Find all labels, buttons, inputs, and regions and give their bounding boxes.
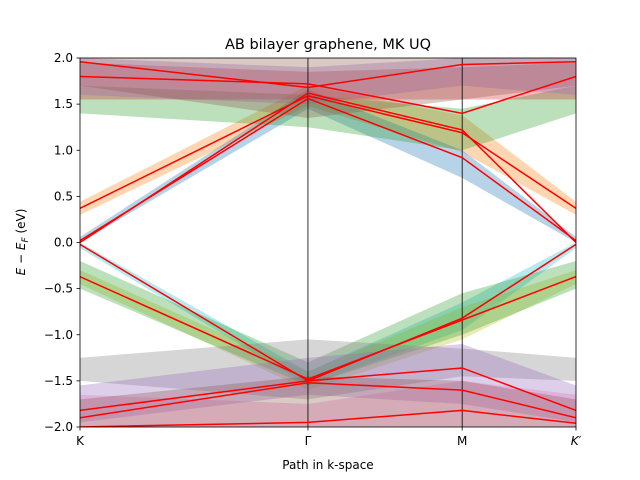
band-4 [80, 58, 576, 105]
band-3 [80, 62, 576, 100]
band-line-6 [80, 75, 576, 115]
y-axis: −2.0 −1.5 −1.0 −0.5 0.0 0.5 1.0 1.5 2.0 [44, 51, 80, 434]
y-tick-label: 1.0 [54, 143, 73, 157]
band-7 [80, 270, 576, 391]
band-1 [80, 89, 576, 243]
band-11 [80, 380, 576, 427]
band-line-7 [80, 367, 576, 412]
y-tick-label: −2.0 [44, 420, 73, 434]
band-9 [80, 339, 576, 400]
x-axis: K Γ M K′ [76, 427, 582, 448]
band-line-9 [80, 409, 576, 427]
y-axis-label: E − EF (eV) [14, 209, 31, 276]
x-axis-label: Path in k-space [282, 458, 373, 472]
high-symmetry-lines [307, 58, 463, 427]
y-tick-label: 2.0 [54, 51, 73, 65]
y-tick-label: −1.0 [44, 328, 73, 342]
y-tick-label: 1.5 [54, 97, 73, 111]
x-tick-label: M [457, 434, 467, 448]
x-tick-label: Γ [305, 434, 312, 448]
y-tick-label: 0.5 [54, 189, 73, 203]
x-tick-label: K [76, 434, 85, 448]
chart-title: AB bilayer graphene, MK UQ [225, 37, 431, 53]
band-line-5 [80, 60, 576, 89]
x-tick-label: K′ [571, 434, 582, 448]
band-line-4 [80, 243, 576, 382]
band-0 [80, 85, 576, 215]
band-line-0 [80, 95, 576, 210]
y-tick-label: 0.0 [54, 236, 73, 250]
y-tick-label: −1.5 [44, 374, 73, 388]
band-line-1 [80, 97, 576, 242]
band-lines [80, 60, 576, 427]
y-tick-label: −0.5 [44, 282, 73, 296]
band-line-2 [80, 92, 576, 244]
band-2 [80, 85, 576, 151]
band-8 [80, 260, 576, 386]
band-line-8 [80, 381, 576, 419]
